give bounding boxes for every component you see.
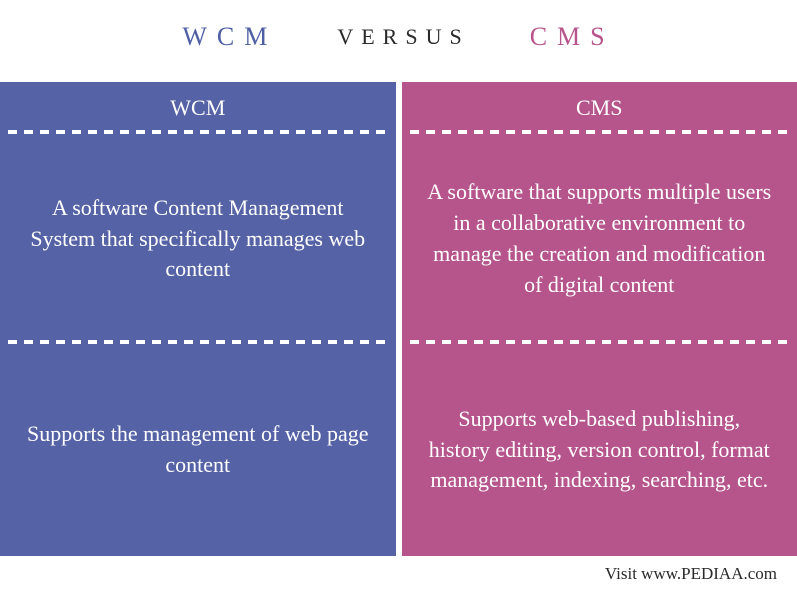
comparison-table: WCM A software Content Management System… (0, 82, 797, 556)
right-column-definition: A software that supports multiple users … (402, 134, 797, 344)
right-column-features: Supports web-based publishing, history e… (402, 344, 797, 556)
left-column: WCM A software Content Management System… (0, 82, 396, 556)
left-column-header: WCM (0, 82, 396, 134)
header-left-term: WCM (182, 22, 277, 52)
left-column-definition: A software Content Management System tha… (0, 134, 396, 344)
footer-attribution: Visit www.PEDIAA.com (0, 556, 797, 584)
right-column: CMS A software that supports multiple us… (402, 82, 797, 556)
header-versus-label: VERSUS (337, 24, 469, 50)
comparison-header: WCM VERSUS CMS (0, 0, 797, 82)
header-right-term: CMS (530, 22, 615, 52)
left-column-features: Supports the management of web page cont… (0, 344, 396, 556)
right-column-header: CMS (402, 82, 797, 134)
